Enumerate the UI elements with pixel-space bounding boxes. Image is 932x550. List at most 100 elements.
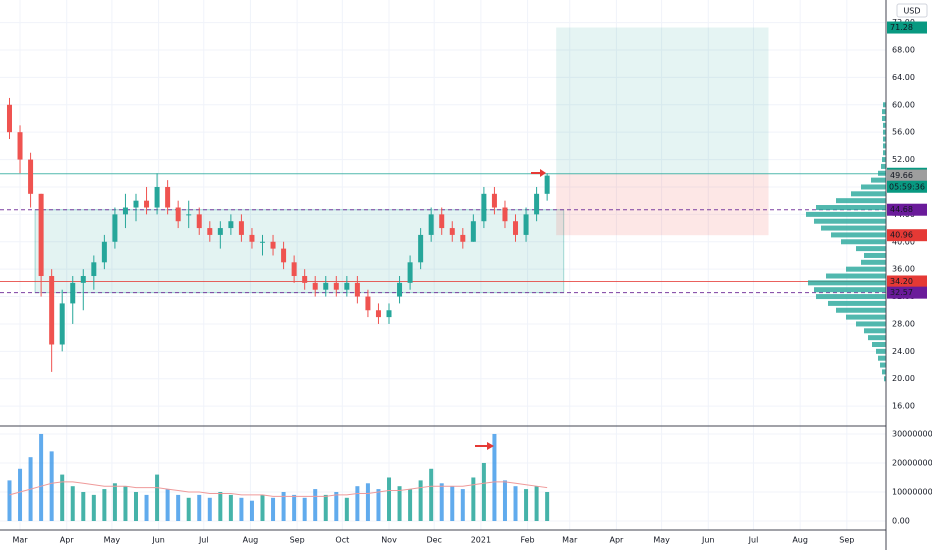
candle-body [523,214,529,235]
candle-body [165,186,171,208]
profile-bar [882,157,886,163]
x-tick-label: Mar [12,536,28,545]
y-tick-label: 52.00 [892,155,915,164]
x-tick-label: May [104,536,121,545]
profile-bar [814,218,886,224]
volume-bar [397,486,402,522]
volume-bar [334,491,339,522]
candle-body [80,276,86,283]
profile-bar [856,321,886,327]
candle-body [270,241,276,249]
volume-bar [545,491,550,522]
profile-bar [878,170,886,176]
profile-bar [846,314,886,320]
volume-bar [387,477,392,522]
candle-body [323,282,329,290]
v-tick-label: 30000000.00 [892,429,932,438]
profile-bar [876,348,886,354]
profile-bar [883,122,886,128]
x-tick-label: Jul [198,536,209,545]
volume-bar [365,483,370,522]
profile-bar [868,335,886,341]
currency-button[interactable] [896,3,928,18]
profile-bar [821,225,886,231]
volume-bar [355,486,360,522]
candle-body [6,104,12,133]
volume-bar [102,489,107,522]
candle-body [207,228,213,235]
candle-body [70,282,76,304]
volume-bar [176,494,181,522]
candle-body [344,282,350,290]
candle-body [491,193,497,208]
volume-bar [260,494,265,522]
candle-body [238,221,244,235]
volume-bar [471,477,476,522]
candle-body [217,228,223,235]
candle-body [418,234,424,263]
profile-bar [883,102,886,108]
volume-bar [123,486,128,522]
profile-bar [806,211,886,217]
candle-body [59,303,65,345]
profile-bar [846,266,886,272]
candle-body [101,241,107,263]
x-tick-label: Jun [701,536,715,545]
countdown: 05:59:36 [889,182,925,191]
candle-body [333,282,339,290]
candle-body [428,214,434,235]
price-label-bg [887,275,927,288]
volume-bar [112,483,117,522]
price-label-bg [887,169,927,182]
volume-bar [408,489,413,522]
y-tick-label: 60.00 [892,100,915,109]
candle-body [302,276,308,283]
candle-body [312,282,318,290]
candle-body [196,214,202,229]
volume-bar [481,462,486,522]
volume-bar [302,497,307,522]
profile-bar [816,205,886,211]
x-tick-label: Feb [520,536,534,545]
candle-body [175,207,181,222]
volume-bar [228,494,233,522]
volume-bar [207,497,212,522]
profile-bar [814,287,886,293]
y-tick-label: 40.00 [892,237,915,246]
candle-body [17,132,23,160]
x-tick-label: Apr [60,536,75,545]
profile-bar [882,369,886,375]
volume-bar [70,486,75,522]
y-tick-label: 16.00 [892,402,915,411]
volume-bar [218,491,223,522]
candle-body [112,214,118,242]
x-tick-label: Jul [748,536,759,545]
candle-body [354,282,360,297]
y-tick-label: 68.00 [892,45,915,54]
profile-bar [882,109,886,115]
candle-body [122,207,128,215]
x-tick-label: Mar [562,536,578,545]
price-label-bg [887,203,927,216]
volume-bar [281,491,286,522]
price-label: 49.66 [890,171,913,180]
candle-body [49,276,55,345]
candle-body [386,310,392,318]
volume-bar [165,489,170,522]
position-stop [556,173,769,236]
volume-bar [39,433,44,522]
candle-body [291,262,297,277]
profile-bar [826,273,886,279]
volume-bar [7,480,12,522]
profile-bar [864,328,886,334]
profile-bar [881,163,886,169]
x-tick-label: Sep [839,536,854,545]
profile-bar [861,184,886,190]
grid [0,0,886,530]
volume-bar [513,486,518,522]
profile-bar [861,259,886,265]
candle-body [38,193,44,277]
candle-body [513,221,519,235]
volume-bar [144,494,149,522]
